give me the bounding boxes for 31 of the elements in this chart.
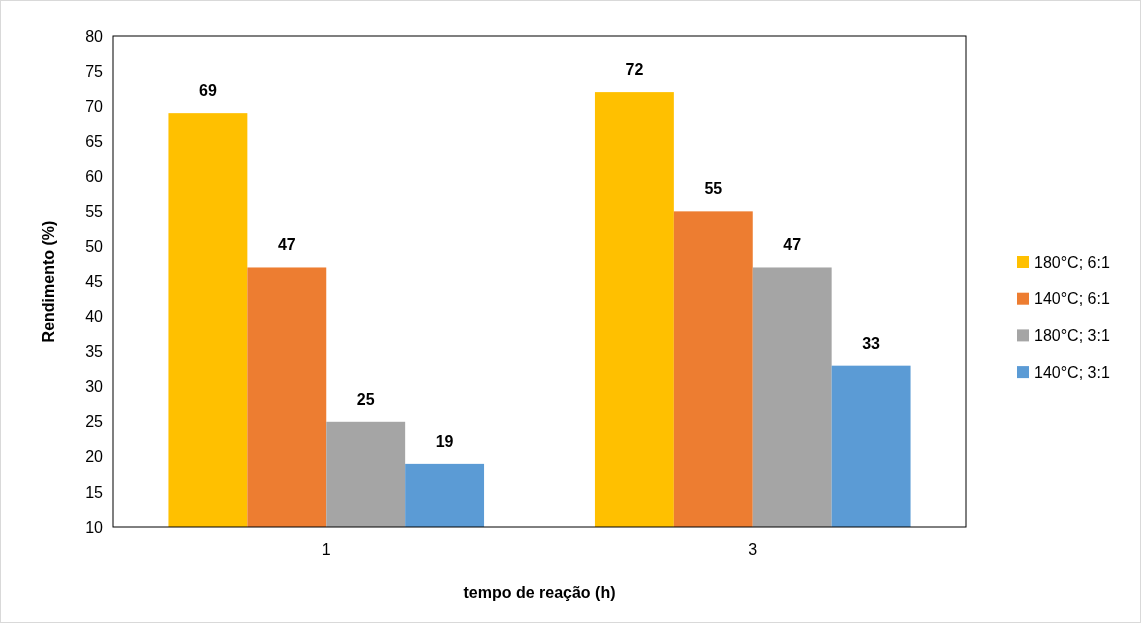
data-label: 69 bbox=[199, 82, 217, 100]
y-tick-label: 45 bbox=[85, 273, 104, 291]
y-tick-label: 30 bbox=[85, 378, 104, 396]
y-tick-label: 40 bbox=[85, 308, 104, 326]
y-tick-label: 10 bbox=[85, 518, 104, 536]
data-label: 19 bbox=[435, 432, 454, 450]
legend-label: 180°C; 6:1 bbox=[1034, 253, 1110, 271]
x-tick-label: 3 bbox=[748, 541, 758, 558]
y-tick-label: 75 bbox=[85, 62, 104, 80]
y-tick-label: 60 bbox=[85, 167, 104, 185]
legend-label: 140°C; 6:1 bbox=[1034, 290, 1110, 308]
y-tick-label: 55 bbox=[85, 202, 104, 220]
y-tick-label: 20 bbox=[85, 448, 104, 466]
data-label: 33 bbox=[862, 334, 881, 352]
data-label: 25 bbox=[356, 390, 375, 408]
legend-label: 180°C; 3:1 bbox=[1034, 327, 1110, 344]
y-axis-title: Rendimento (%) bbox=[40, 220, 57, 343]
x-tick-label: 1 bbox=[321, 541, 331, 558]
x-axis-title: tempo de reação (h) bbox=[463, 584, 616, 601]
y-tick-label: 65 bbox=[85, 132, 104, 150]
data-label: 47 bbox=[783, 236, 802, 254]
y-tick-label: 70 bbox=[85, 97, 104, 115]
y-tick-label: 25 bbox=[85, 413, 104, 431]
y-tick-label: 50 bbox=[85, 238, 104, 256]
data-label: 72 bbox=[625, 61, 644, 79]
legend-label: 140°C; 3:1 bbox=[1034, 363, 1110, 381]
y-tick-label: 15 bbox=[85, 483, 104, 501]
data-label: 55 bbox=[704, 180, 723, 198]
y-tick-label: 80 bbox=[85, 27, 104, 45]
data-label: 47 bbox=[277, 236, 296, 254]
y-tick-label: 35 bbox=[85, 343, 104, 361]
